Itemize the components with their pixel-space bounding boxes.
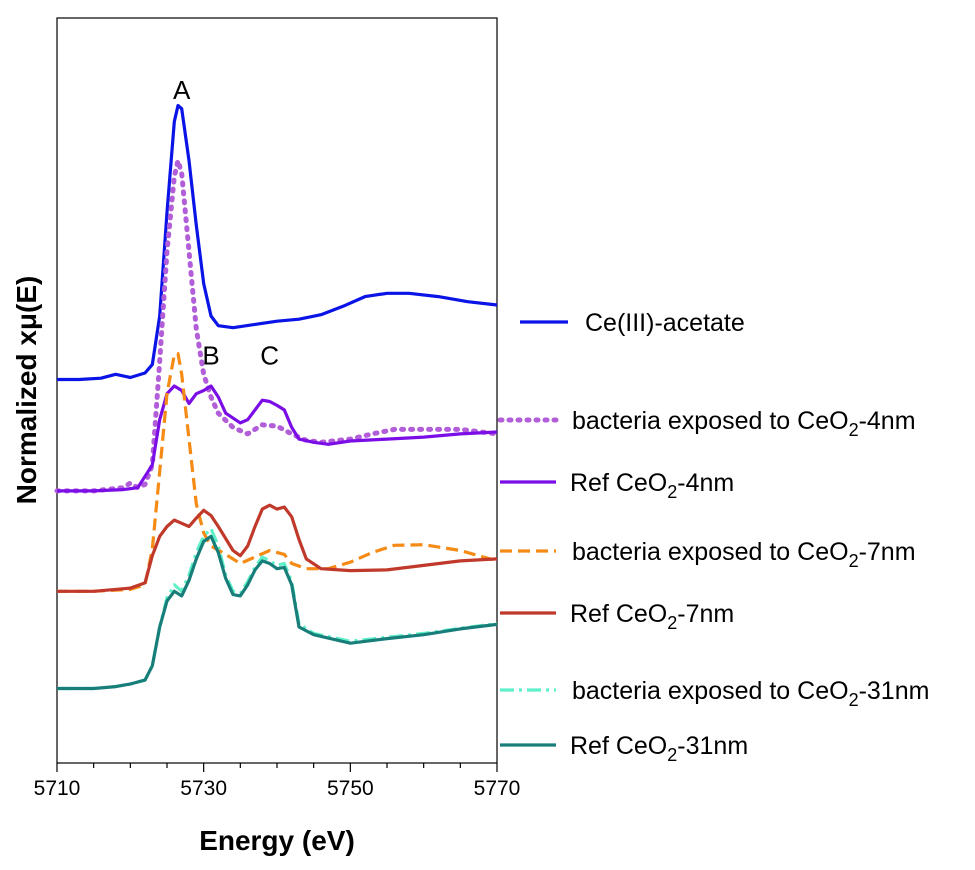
- series-line-7: [57, 534, 498, 691]
- series-line-3: [57, 384, 498, 493]
- series-line-5: [57, 503, 498, 593]
- series-line-4: [57, 352, 498, 593]
- peak-label-a: A: [173, 75, 191, 105]
- legend-label-7: Ref CeO2-31nm: [570, 732, 748, 765]
- legend-label-5: Ref CeO2-7nm: [570, 600, 734, 633]
- x-axis-title: Energy (eV): [199, 825, 355, 856]
- legend: Ce(III)-acetate bacteria exposed to CeO2-…: [497, 309, 929, 765]
- legend-label-4: bacteria exposed to CeO2-7nm: [572, 538, 916, 571]
- series-line-2: [54, 158, 500, 494]
- y-axis-title: Normalized xμ(E): [11, 276, 42, 505]
- legend-label-1: Ce(III)-acetate: [585, 309, 745, 337]
- series-layer: [54, 103, 500, 691]
- plot-frame: [56, 17, 498, 764]
- legend-label-3: Ref CeO2-4nm: [570, 469, 734, 502]
- series-line-1: [57, 103, 498, 382]
- x-axis: 5710 5730 5750 5770: [34, 763, 521, 800]
- peak-label-b: B: [202, 341, 219, 371]
- x-tick-label: 5770: [474, 777, 521, 800]
- x-tick-label: 5730: [180, 777, 227, 800]
- peak-label-c: C: [260, 341, 279, 371]
- x-tick-label: 5750: [327, 777, 374, 800]
- annotation-layer: A B C: [173, 75, 279, 371]
- x-tick-label: 5710: [34, 777, 81, 800]
- legend-label-6: bacteria exposed to CeO2-31nm: [572, 677, 929, 710]
- legend-label-2: bacteria exposed to CeO2-4nm: [572, 407, 916, 440]
